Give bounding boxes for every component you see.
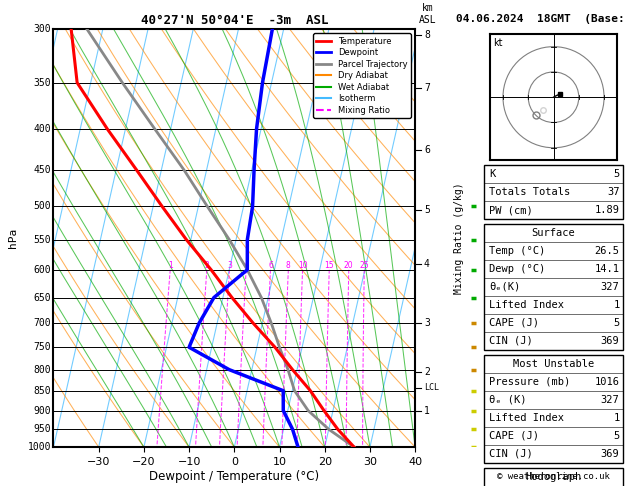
Text: 3: 3: [227, 261, 232, 270]
Text: CAPE (J): CAPE (J): [489, 318, 539, 328]
Text: Mixing Ratio (g/kg): Mixing Ratio (g/kg): [454, 182, 464, 294]
Text: 1000: 1000: [28, 442, 51, 452]
Text: Temp (°C): Temp (°C): [489, 246, 545, 256]
Text: 4: 4: [424, 259, 430, 269]
Text: 300: 300: [33, 24, 51, 34]
Text: PW (cm): PW (cm): [489, 205, 533, 215]
Text: 5: 5: [613, 318, 620, 328]
Text: 8: 8: [424, 30, 430, 40]
X-axis label: Dewpoint / Temperature (°C): Dewpoint / Temperature (°C): [149, 469, 320, 483]
Text: Pressure (mb): Pressure (mb): [489, 377, 571, 387]
Text: 6: 6: [424, 145, 430, 155]
Text: Lifted Index: Lifted Index: [489, 413, 564, 423]
Text: CIN (J): CIN (J): [489, 336, 533, 346]
Text: 5: 5: [613, 169, 620, 179]
Text: 1.89: 1.89: [594, 205, 620, 215]
Text: 550: 550: [33, 235, 51, 244]
Text: 650: 650: [33, 293, 51, 303]
Text: 8: 8: [286, 261, 291, 270]
Text: 600: 600: [33, 265, 51, 275]
Text: 750: 750: [33, 342, 51, 352]
Text: 7: 7: [424, 83, 430, 93]
Text: 950: 950: [33, 424, 51, 434]
Text: θₑ(K): θₑ(K): [489, 282, 521, 292]
Text: 6: 6: [268, 261, 273, 270]
Text: Lifted Index: Lifted Index: [489, 300, 564, 310]
Text: 20: 20: [344, 261, 353, 270]
Text: 900: 900: [33, 405, 51, 416]
Text: 14.1: 14.1: [594, 264, 620, 274]
Text: kt: kt: [493, 38, 503, 48]
Text: 1: 1: [613, 300, 620, 310]
Text: 3: 3: [424, 318, 430, 329]
Text: CAPE (J): CAPE (J): [489, 431, 539, 441]
Text: Totals Totals: Totals Totals: [489, 187, 571, 197]
Text: 1: 1: [424, 405, 430, 416]
Text: K: K: [489, 169, 496, 179]
Text: hPa: hPa: [8, 228, 18, 248]
Text: 800: 800: [33, 364, 51, 375]
Text: CIN (J): CIN (J): [489, 449, 533, 459]
Text: 1: 1: [613, 413, 620, 423]
Text: 700: 700: [33, 318, 51, 329]
Text: 37: 37: [607, 187, 620, 197]
Text: 369: 369: [601, 449, 620, 459]
Text: Dewp (°C): Dewp (°C): [489, 264, 545, 274]
Text: 4: 4: [243, 261, 248, 270]
Text: 327: 327: [601, 282, 620, 292]
Text: 5: 5: [424, 205, 430, 215]
Text: © weatheronline.co.uk: © weatheronline.co.uk: [497, 472, 610, 481]
Text: 2: 2: [424, 367, 430, 377]
Text: 5: 5: [613, 431, 620, 441]
Text: 26.5: 26.5: [594, 246, 620, 256]
Text: Hodograph: Hodograph: [525, 471, 582, 482]
Text: 25: 25: [359, 261, 369, 270]
Text: 350: 350: [33, 78, 51, 87]
Text: 400: 400: [33, 124, 51, 134]
Legend: Temperature, Dewpoint, Parcel Trajectory, Dry Adiabat, Wet Adiabat, Isotherm, Mi: Temperature, Dewpoint, Parcel Trajectory…: [313, 34, 411, 118]
Text: LCL: LCL: [424, 383, 439, 392]
Text: 327: 327: [601, 395, 620, 405]
Text: 40°27'N 50°04'E  -3m  ASL: 40°27'N 50°04'E -3m ASL: [140, 14, 328, 27]
Text: θₑ (K): θₑ (K): [489, 395, 527, 405]
Text: 2: 2: [204, 261, 209, 270]
Text: 10: 10: [298, 261, 308, 270]
Text: 850: 850: [33, 386, 51, 396]
Text: 369: 369: [601, 336, 620, 346]
Text: 04.06.2024  18GMT  (Base: 12): 04.06.2024 18GMT (Base: 12): [455, 14, 629, 24]
Text: 15: 15: [325, 261, 334, 270]
Text: Surface: Surface: [532, 228, 576, 238]
Text: Most Unstable: Most Unstable: [513, 359, 594, 369]
Text: km
ASL: km ASL: [419, 3, 437, 25]
Text: 1: 1: [168, 261, 172, 270]
Text: 1016: 1016: [594, 377, 620, 387]
Text: 450: 450: [33, 165, 51, 175]
Text: 500: 500: [33, 202, 51, 211]
